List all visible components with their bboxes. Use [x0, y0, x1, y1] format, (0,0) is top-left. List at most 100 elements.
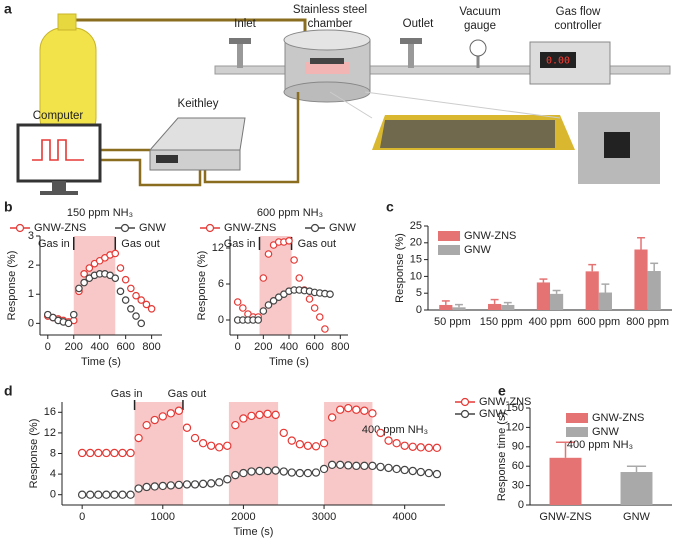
label-inlet: Inlet [234, 18, 257, 30]
y-tick-label: 30 [512, 480, 524, 492]
y-tick-label: 120 [506, 421, 524, 433]
legend-label: GNW-ZNS [464, 230, 516, 242]
annotation: Gas in [111, 388, 143, 400]
data-point [432, 469, 442, 479]
y-tick-label: 8 [50, 447, 56, 459]
data-point [233, 298, 242, 306]
data-point [400, 465, 409, 475]
data-point [206, 441, 216, 450]
y-tick-label: 12 [44, 427, 56, 439]
data-point [408, 442, 417, 452]
x-axis-label: Time (s) [269, 356, 309, 368]
data-point [344, 403, 353, 413]
data-point [132, 312, 140, 320]
label-gauge: Vacuum [459, 6, 500, 18]
bar [452, 307, 466, 310]
data-point [263, 466, 272, 476]
data-point [174, 406, 184, 415]
y-tick-label: 0 [518, 499, 524, 511]
x-tick-label: GNW-ZNS [539, 511, 591, 523]
x-axis-label: Time (s) [234, 526, 274, 538]
y-tick-label: 25 [410, 220, 422, 232]
legend-marker [460, 409, 470, 419]
label-computer: Computer [33, 110, 84, 122]
data-point [94, 448, 103, 458]
pulse-icon [32, 139, 84, 161]
annotation: Gas out [168, 388, 207, 400]
bar [647, 271, 661, 310]
data-point [319, 464, 329, 474]
monitor-stand [52, 181, 66, 191]
nanowalls [380, 120, 555, 148]
y-axis-label: Response (%) [28, 419, 40, 489]
data-point [190, 480, 200, 489]
y-tick-label: 3 [28, 230, 34, 242]
main-pipe [214, 65, 671, 75]
data-point [303, 468, 313, 478]
data-point [158, 412, 167, 421]
chamber-top [283, 29, 371, 51]
data-point [295, 440, 305, 449]
note: 400 ppm NH₃ [567, 439, 633, 451]
data-point [259, 307, 268, 315]
data-point [295, 468, 305, 478]
data-point [110, 448, 119, 458]
data-point [303, 441, 313, 450]
x-tick-label: 3000 [312, 511, 336, 523]
data-point [94, 490, 103, 499]
data-point [360, 461, 369, 471]
data-point [271, 410, 280, 420]
data-point [321, 325, 329, 333]
data-point [174, 480, 184, 490]
y-tick-label: 0 [416, 304, 422, 316]
photo-chip [604, 132, 630, 158]
data-point [327, 460, 337, 470]
legend-swatch [566, 413, 588, 423]
y-tick-label: 0 [218, 314, 224, 326]
data-point [408, 466, 417, 476]
data-point [255, 410, 264, 420]
data-point [147, 304, 156, 313]
x-tick-label: 400 [280, 341, 298, 353]
x-tick-label: GNW [623, 511, 651, 523]
data-point [335, 405, 345, 414]
wires [98, 92, 300, 187]
gas-cylinder [39, 27, 97, 141]
data-point [295, 274, 304, 282]
legend-label: GNW-ZNS [479, 396, 531, 408]
data-point [416, 467, 426, 477]
data-point [269, 296, 278, 305]
data-point [311, 442, 321, 451]
monitor [16, 123, 102, 183]
data-point [392, 464, 401, 474]
chart-title: 600 ppm NH₃ [257, 207, 323, 219]
keithley-screen [156, 155, 178, 163]
data-point [182, 423, 192, 432]
data-point [368, 409, 377, 418]
data-point [376, 462, 385, 472]
y-axis-label: Response (%) [394, 233, 406, 303]
legend-marker [120, 223, 130, 233]
legend-swatch [566, 427, 588, 437]
data-point [142, 420, 151, 430]
legend-swatch [438, 231, 460, 241]
cylinder-valve [57, 13, 77, 31]
data-point [424, 468, 434, 478]
data-point [432, 443, 442, 453]
y-tick-label: 16 [44, 406, 56, 418]
data-point [392, 439, 401, 448]
x-tick-label: 600 [116, 341, 134, 353]
data-point [215, 443, 224, 452]
data-point [247, 411, 256, 421]
data-point [127, 304, 135, 313]
data-point [132, 291, 140, 300]
data-point [118, 490, 127, 499]
bar [620, 472, 653, 505]
label-controller: controller [554, 20, 601, 32]
x-axis-label: Time (s) [81, 356, 121, 368]
bar [598, 292, 612, 310]
bar [439, 304, 453, 310]
x-tick-label: 800 ppm [626, 316, 669, 328]
data-point [85, 264, 94, 272]
